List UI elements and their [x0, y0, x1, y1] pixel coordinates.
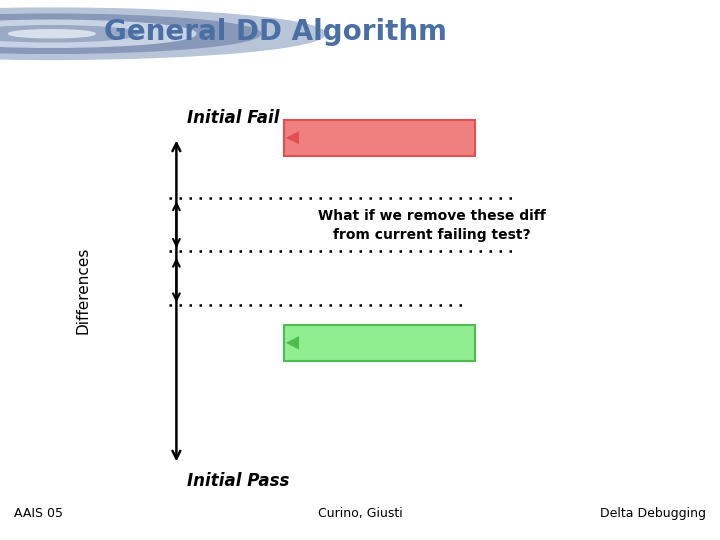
Bar: [284, 325, 475, 361]
Text: Differences: Differences: [76, 247, 90, 334]
Circle shape: [0, 14, 261, 53]
Circle shape: [9, 30, 95, 38]
Text: Initial Pass: Initial Pass: [187, 472, 289, 490]
Bar: [284, 120, 475, 156]
Text: What if we remove these diff
from current failing test?: What if we remove these diff from curren…: [318, 209, 546, 242]
Text: Initial Fail: Initial Fail: [187, 109, 279, 127]
Text: Delta Debugging: Delta Debugging: [600, 507, 706, 520]
Text: AAIS 05: AAIS 05: [14, 507, 63, 520]
Circle shape: [0, 25, 138, 42]
Text: General DD Algorithm: General DD Algorithm: [104, 18, 447, 46]
Circle shape: [0, 8, 325, 59]
Circle shape: [0, 20, 196, 47]
Text: Curino, Giusti: Curino, Giusti: [318, 507, 402, 520]
